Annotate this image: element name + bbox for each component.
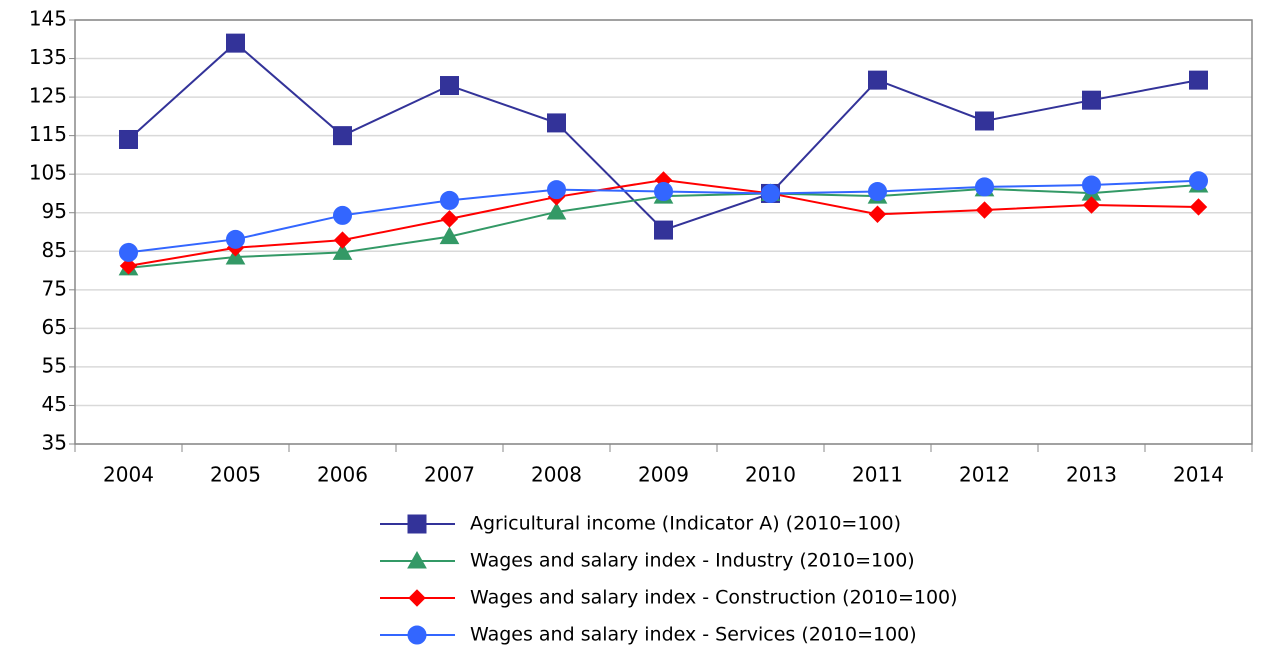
marker: [333, 205, 352, 225]
marker: [440, 210, 459, 228]
legend-label: Wages and salary index - Industry (2010=…: [470, 550, 915, 572]
x-tick-label: 2008: [531, 463, 582, 487]
marker: [975, 177, 994, 197]
marker: [333, 126, 352, 146]
marker: [407, 514, 427, 534]
marker: [1189, 70, 1208, 90]
y-tick-label: 115: [29, 122, 67, 146]
plot-frame: [74, 19, 1253, 445]
marker: [408, 589, 426, 607]
marker: [975, 111, 994, 131]
x-tick-label: 2009: [638, 463, 689, 487]
x-tick-label: 2007: [424, 463, 475, 487]
y-tick-label: 35: [42, 431, 67, 455]
x-tick-label: 2012: [959, 463, 1010, 487]
x-tick-label: 2010: [745, 463, 796, 487]
y-tick-label: 145: [29, 7, 67, 31]
legend-label: Agricultural income (Indicator A) (2010=…: [470, 513, 901, 535]
marker: [407, 625, 427, 645]
marker: [868, 70, 887, 90]
marker: [654, 182, 673, 202]
x-tick-label: 2005: [210, 463, 261, 487]
marker: [333, 231, 352, 249]
legend: Agricultural income (Indicator A) (2010=…: [380, 513, 958, 645]
marker: [119, 129, 138, 149]
marker: [119, 242, 138, 262]
x-tick-label: 2011: [852, 463, 903, 487]
marker: [546, 201, 567, 220]
marker: [119, 257, 138, 275]
y-tick-label: 45: [42, 392, 67, 416]
y-tick-label: 125: [29, 84, 67, 108]
y-tick-label: 75: [42, 276, 67, 300]
y-tick-label: 135: [29, 45, 67, 69]
x-tick-label: 2014: [1173, 463, 1224, 487]
y-tick-label: 95: [42, 199, 67, 223]
marker: [547, 113, 566, 133]
marker: [1082, 196, 1101, 214]
legend-label: Wages and salary index - Construction (2…: [470, 587, 958, 609]
marker: [868, 182, 887, 202]
marker: [1082, 90, 1101, 110]
x-tick-label: 2013: [1066, 463, 1117, 487]
y-tick-label: 105: [29, 161, 67, 185]
marker: [440, 190, 459, 210]
marker: [1189, 171, 1208, 191]
marker: [975, 201, 994, 219]
marker: [439, 226, 460, 245]
x-tick-label: 2006: [317, 463, 368, 487]
marker: [440, 76, 459, 96]
x-tick-label: 2004: [103, 463, 154, 487]
y-tick-label: 55: [42, 353, 67, 377]
marker: [226, 229, 245, 249]
marker: [868, 205, 887, 223]
marker: [761, 183, 780, 203]
marker: [407, 550, 427, 569]
marker: [226, 33, 245, 53]
marker: [1189, 198, 1208, 216]
y-tick-label: 85: [42, 238, 67, 262]
marker: [332, 242, 353, 260]
marker: [654, 220, 673, 240]
marker: [547, 180, 566, 200]
y-tick-label: 65: [42, 315, 67, 339]
marker: [1082, 175, 1101, 195]
legend-label: Wages and salary index - Services (2010=…: [470, 624, 917, 645]
